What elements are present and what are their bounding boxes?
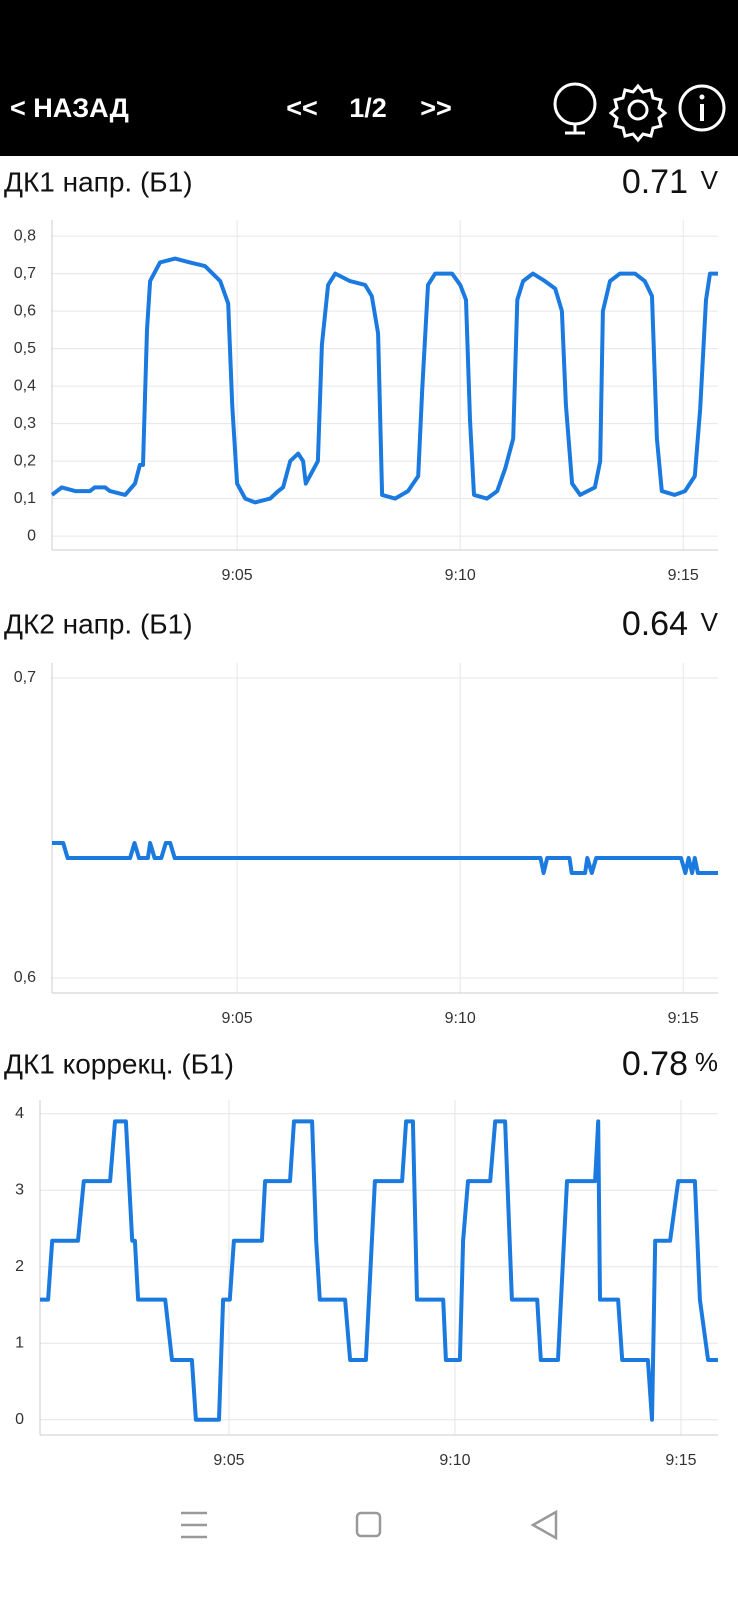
data-line: [40, 1119, 718, 1422]
y-tick-label: 0,6: [14, 969, 36, 986]
x-tick-label: 9:05: [213, 1452, 244, 1469]
x-tick-label: 9:15: [668, 1010, 699, 1027]
menu-button[interactable]: [181, 1511, 207, 1539]
y-tick-label: 0: [27, 527, 36, 544]
chart-title: ДК2 напр. (Б1): [4, 608, 193, 639]
nav-bar: [181, 1509, 558, 1541]
y-tick-label: 0,7: [14, 669, 36, 686]
y-tick-label: 0,2: [14, 452, 36, 469]
y-tick-label: 3: [15, 1181, 24, 1198]
back-button[interactable]: < НАЗАД: [10, 93, 129, 123]
y-tick-label: 0,4: [14, 377, 36, 394]
x-tick-label: 9:05: [222, 1010, 253, 1027]
data-line: [50, 256, 718, 505]
current-value: 0.64: [622, 605, 688, 643]
x-tick-label: 9:10: [445, 567, 476, 584]
y-tick-label: 4: [15, 1105, 24, 1122]
header-bar: [0, 0, 738, 156]
y-tick-label: 2: [15, 1258, 24, 1275]
x-tick-label: 9:15: [668, 567, 699, 584]
chart-title: ДК1 напр. (Б1): [4, 166, 193, 197]
back-nav-button[interactable]: [530, 1509, 558, 1541]
data-line: [52, 841, 718, 875]
x-tick-label: 9:15: [665, 1452, 696, 1469]
info-icon[interactable]: [678, 84, 726, 132]
y-tick-label: 1: [15, 1334, 24, 1351]
current-value: 0.78: [622, 1045, 688, 1083]
current-value: 0.71: [622, 163, 688, 201]
unit: V: [701, 607, 719, 637]
page-indicator: 1/2: [349, 93, 387, 123]
y-tick-label: 0,6: [14, 302, 36, 319]
unit: %: [695, 1047, 718, 1077]
y-tick-label: 0,7: [14, 265, 36, 282]
settings-icon[interactable]: [608, 83, 668, 143]
x-tick-label: 9:10: [445, 1010, 476, 1027]
y-tick-label: 0,5: [14, 340, 36, 357]
y-tick-label: 0,3: [14, 415, 36, 432]
mirror-icon[interactable]: [553, 82, 597, 135]
next-page[interactable]: >>: [420, 93, 452, 123]
y-tick-label: 0,8: [14, 227, 36, 244]
home-button[interactable]: [355, 1511, 382, 1538]
chart-title: ДК1 коррекц. (Б1): [4, 1048, 234, 1079]
prev-page[interactable]: <<: [286, 93, 318, 123]
x-tick-label: 9:05: [222, 567, 253, 584]
x-tick-label: 9:10: [439, 1452, 470, 1469]
unit: V: [701, 165, 719, 195]
y-tick-label: 0: [15, 1411, 24, 1428]
y-tick-label: 0,1: [14, 490, 36, 507]
